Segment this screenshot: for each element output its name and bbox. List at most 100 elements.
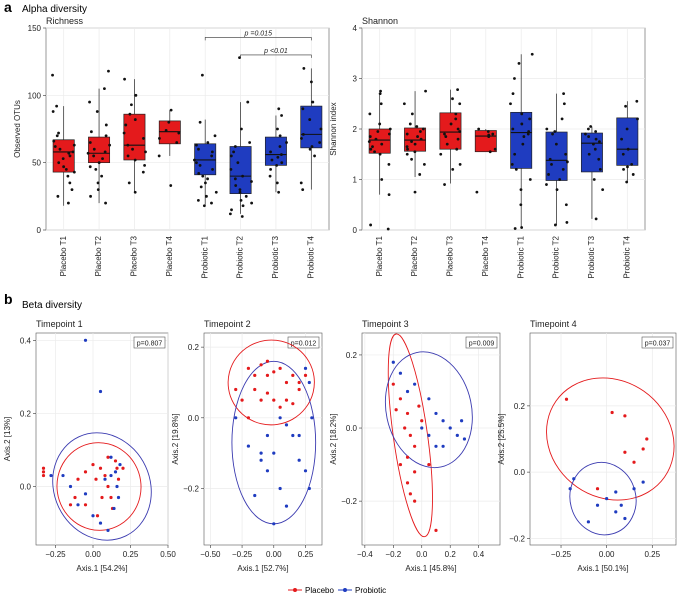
data-point	[413, 142, 417, 146]
y-tick-label: −0.2	[341, 497, 357, 506]
data-point	[66, 174, 70, 178]
data-point	[415, 125, 419, 128]
probiotic-point	[632, 487, 636, 491]
data-point	[410, 112, 414, 116]
probiotic-point	[427, 397, 431, 401]
data-point	[196, 198, 200, 202]
data-point	[487, 135, 491, 138]
data-point	[548, 157, 552, 161]
placebo-point	[73, 495, 77, 500]
probiotic-point	[116, 495, 121, 500]
data-point	[443, 132, 446, 136]
data-point	[374, 137, 378, 141]
placebo-point	[41, 470, 46, 474]
data-point	[405, 132, 409, 136]
p-value-box	[133, 336, 166, 349]
data-point	[53, 145, 57, 148]
chart-title: Timepoint 4	[530, 319, 577, 329]
data-point	[310, 145, 314, 148]
placebo-point	[272, 370, 276, 374]
data-point	[313, 154, 316, 158]
data-point	[439, 152, 443, 156]
placebo-point	[623, 414, 627, 418]
box	[616, 117, 639, 166]
data-point	[513, 227, 517, 230]
x-tick-label: 0.00	[266, 550, 282, 559]
data-point	[233, 145, 237, 148]
data-point	[177, 131, 181, 135]
placebo-point	[41, 466, 46, 470]
placebo-point	[403, 426, 407, 430]
data-point	[96, 181, 100, 185]
data-point	[451, 168, 455, 171]
data-point	[456, 137, 460, 141]
data-point	[275, 181, 279, 185]
data-point	[528, 178, 532, 181]
data-point	[133, 118, 137, 121]
data-point	[238, 190, 242, 194]
placebo-ellipse	[546, 377, 675, 501]
placebo-point	[95, 514, 100, 518]
data-point	[205, 194, 208, 198]
data-point	[376, 130, 380, 133]
data-point	[210, 154, 214, 158]
placebo-point	[41, 473, 46, 478]
probiotic-point	[297, 433, 301, 438]
data-point	[214, 190, 218, 194]
data-point	[97, 161, 101, 165]
probiotic-point	[115, 484, 119, 489]
data-point	[511, 92, 515, 96]
data-point	[57, 131, 60, 135]
legend-placebo-label: Placebo	[305, 586, 334, 595]
placebo-point	[106, 484, 110, 489]
placebo-point	[408, 433, 412, 437]
probiotic-point	[272, 451, 276, 455]
data-point	[211, 168, 214, 171]
data-point	[418, 130, 422, 133]
data-point	[554, 142, 558, 146]
data-point	[229, 154, 233, 158]
data-point	[493, 147, 497, 151]
data-point	[488, 150, 492, 154]
x-tick-label: Probiotic T4	[622, 235, 631, 278]
data-point	[510, 162, 514, 166]
box	[229, 146, 252, 194]
y-axis-label: Observed OTUs	[13, 100, 22, 158]
box	[158, 120, 181, 145]
probiotic-point	[441, 419, 445, 423]
placebo-point	[234, 387, 238, 392]
data-point	[250, 201, 254, 205]
data-point	[594, 137, 598, 141]
data-point	[562, 92, 566, 96]
box	[300, 105, 323, 149]
data-point	[594, 130, 598, 133]
box	[580, 132, 603, 173]
data-point	[199, 185, 203, 189]
placebo-point	[398, 462, 403, 467]
data-point	[201, 174, 205, 178]
x-tick-label: −0.25	[551, 550, 572, 559]
probiotic-point	[434, 411, 438, 416]
y-tick-label: 0.4	[20, 336, 32, 345]
data-point	[210, 150, 214, 154]
placebo-point	[91, 462, 95, 467]
data-point	[240, 215, 244, 218]
p-value-label: p=0.037	[645, 341, 671, 348]
x-tick-label: Placebo T4	[165, 235, 174, 276]
probiotic-point	[109, 473, 113, 478]
data-point	[625, 127, 629, 131]
placebo-point	[115, 466, 119, 470]
data-point	[104, 134, 108, 138]
data-point	[104, 123, 108, 127]
x-tick-label: Placebo T4	[481, 235, 490, 276]
data-point	[584, 132, 587, 136]
data-point	[443, 183, 446, 186]
probiotic-point	[106, 528, 110, 532]
data-point	[418, 173, 422, 176]
significance-label: p <0.01	[263, 48, 288, 55]
x-tick-label: −0.25	[45, 550, 66, 559]
placebo-point	[100, 495, 104, 500]
data-point	[238, 188, 242, 192]
probiotic-point	[68, 484, 73, 489]
data-point	[547, 173, 550, 176]
